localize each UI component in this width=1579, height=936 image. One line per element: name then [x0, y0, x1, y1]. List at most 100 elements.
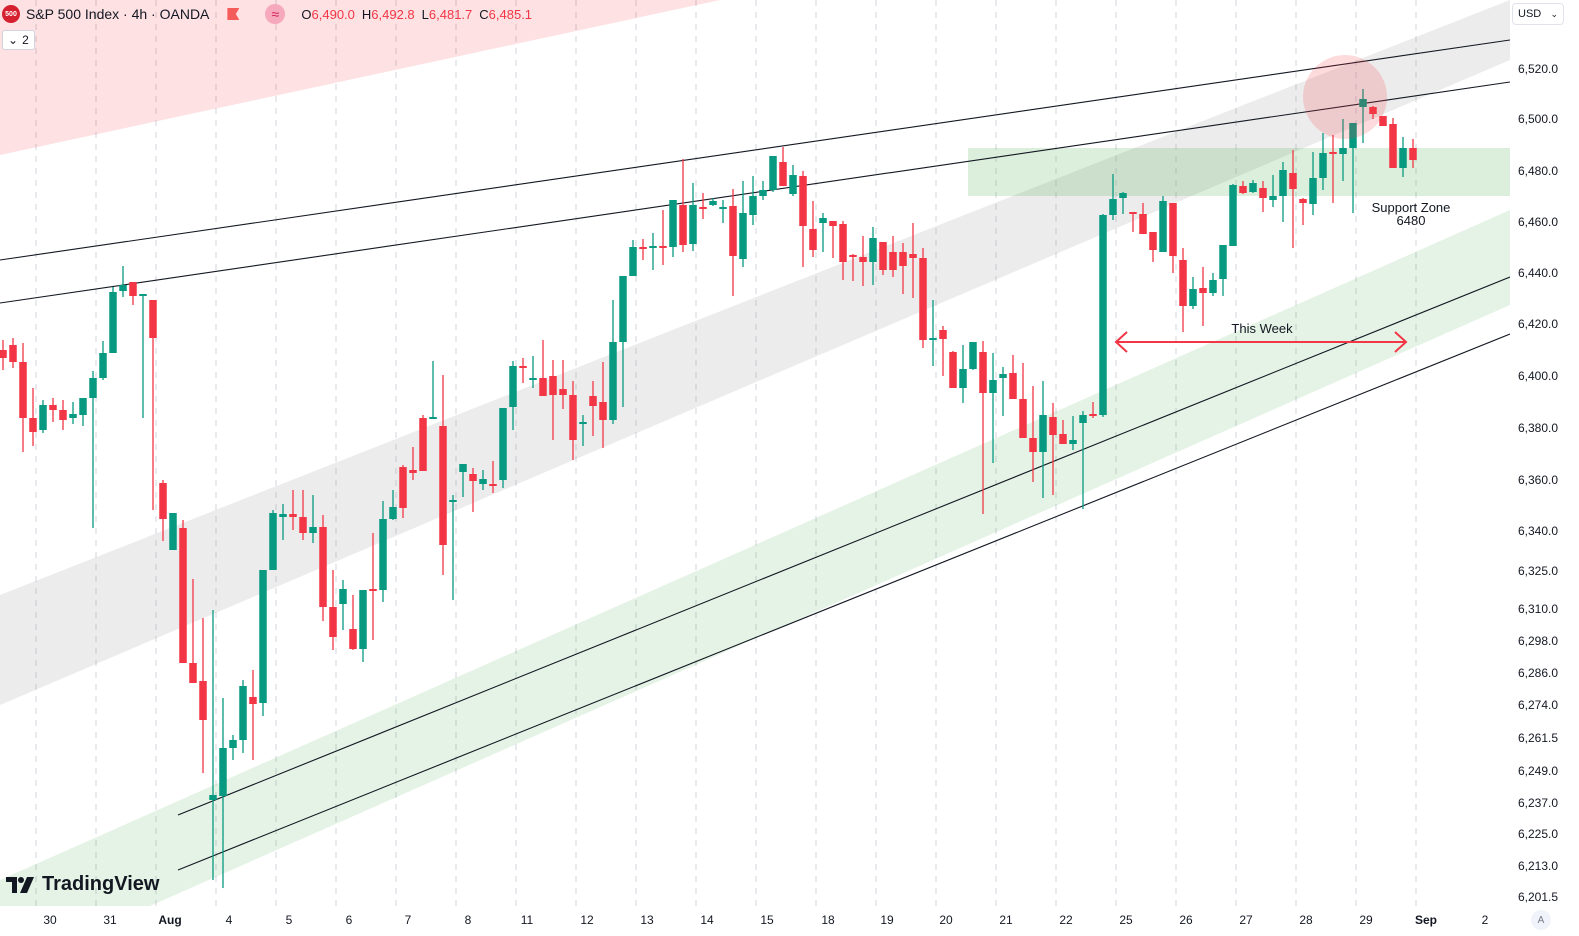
time-axis[interactable]: 30 31 Aug 4 5 6 7 8 11 12 13 14 15 18 19 20 21 22 25 26 27 28…	[0, 906, 1579, 936]
bullish-candle	[169, 513, 177, 550]
bullish-candle	[209, 795, 217, 800]
price-tick: 6,274.0	[1518, 698, 1559, 712]
bullish-candle	[359, 590, 367, 649]
bearish-candle	[1049, 417, 1057, 435]
bearish-candle	[159, 483, 167, 519]
bullish-candle	[119, 285, 127, 291]
bullish-candle	[379, 519, 387, 590]
bullish-candle	[689, 205, 697, 244]
bullish-candle	[1359, 99, 1367, 107]
approx-icon[interactable]: ≈	[265, 4, 286, 24]
bearish-candle	[589, 396, 597, 406]
bearish-candle	[369, 589, 377, 591]
price-tick: 6,201.5	[1518, 890, 1559, 904]
symbol-logo-icon: 500	[2, 5, 20, 23]
time-tick: 25	[1119, 913, 1133, 927]
bearish-candle	[349, 629, 357, 649]
open-value: 6,490.0	[311, 6, 355, 22]
time-tick: Sep	[1414, 913, 1438, 927]
bearish-candle	[949, 352, 957, 388]
bearish-candle	[549, 376, 557, 395]
tradingview-logo: TradingView	[6, 873, 159, 896]
red-channel-band	[0, 0, 720, 322]
bullish-candle	[929, 338, 937, 340]
bullish-candle	[1099, 215, 1107, 415]
bullish-candle	[1249, 183, 1257, 192]
price-tick: 6,460.0	[1518, 215, 1559, 229]
bearish-candle	[129, 282, 137, 296]
time-tick: 30	[43, 913, 57, 927]
gray-channel-band	[0, 0, 1510, 705]
bullish-candle	[749, 196, 757, 215]
bearish-candle	[1169, 203, 1177, 256]
price-tick: 6,325.0	[1518, 564, 1559, 578]
bearish-candle	[439, 426, 447, 545]
indicators-collapse-button[interactable]: ⌄ 2	[2, 30, 35, 50]
bearish-candle	[409, 470, 417, 473]
bearish-candle	[859, 257, 867, 262]
bullish-candle	[1399, 148, 1407, 168]
support-zone-rect	[968, 148, 1510, 196]
bullish-candle	[1069, 440, 1077, 444]
bearish-candle	[799, 176, 807, 226]
bullish-candle	[619, 276, 627, 342]
bullish-candle	[1349, 123, 1357, 148]
arrow-left-head-icon	[1114, 331, 1128, 353]
price-axis[interactable]: 6,520.0 6,500.0 6,480.0 6,460.0 6,440.0 6,420…	[1510, 0, 1579, 906]
bullish-candle	[759, 190, 767, 196]
bearish-candle	[319, 527, 327, 607]
bearish-candle	[939, 330, 947, 339]
bearish-candle	[879, 242, 887, 270]
bearish-candle	[1059, 434, 1067, 444]
resistance-line-1	[0, 39, 1511, 261]
bearish-candle	[199, 681, 207, 720]
low-value: 6,481.7	[428, 6, 473, 22]
symbol-title[interactable]: S&P 500 Index · 4h · OANDA	[26, 6, 210, 22]
price-tick: 6,225.0	[1518, 827, 1559, 841]
bearish-candle	[489, 484, 497, 486]
price-tick: 6,520.0	[1518, 62, 1559, 76]
time-tick: 11	[520, 913, 534, 927]
bearish-candle	[1149, 232, 1157, 250]
bullish-candle	[709, 201, 717, 205]
bearish-candle	[19, 362, 27, 418]
bullish-candle	[1109, 199, 1117, 215]
bearish-candle	[1259, 188, 1267, 198]
chart-canvas[interactable]	[0, 0, 1511, 906]
bullish-candle	[769, 156, 777, 190]
bearish-candle	[179, 528, 187, 663]
chart-area[interactable]	[0, 0, 1511, 906]
bullish-candle	[499, 408, 507, 480]
bullish-candle	[819, 218, 827, 223]
arrow-right-head-icon	[1394, 331, 1408, 353]
time-tick: 22	[1059, 913, 1073, 927]
rejection-circle	[1303, 55, 1387, 139]
time-tick: 20	[939, 913, 953, 927]
time-tick: 13	[640, 913, 654, 927]
price-tick: 6,213.0	[1518, 859, 1559, 873]
bearish-candle	[729, 206, 737, 256]
bullish-candle	[509, 366, 517, 407]
bullish-candle	[279, 514, 287, 517]
auto-scale-button[interactable]: A	[1531, 910, 1551, 930]
price-tick: 6,237.0	[1518, 796, 1559, 810]
bearish-candle	[829, 221, 837, 226]
bearish-candle	[59, 410, 67, 420]
bearish-candle	[909, 254, 917, 258]
bearish-candle	[639, 247, 647, 249]
bearish-candle	[189, 663, 197, 683]
bearish-candle	[1369, 107, 1377, 114]
bearish-candle	[329, 607, 337, 637]
bullish-candle	[259, 570, 267, 703]
currency-select[interactable]: USD ⌄	[1512, 3, 1564, 25]
bullish-candle	[389, 507, 397, 519]
bearish-candle	[149, 300, 157, 338]
price-tick: 6,420.0	[1518, 317, 1559, 331]
support-zone-label: Support Zone 6480	[1371, 200, 1451, 228]
bullish-candle	[429, 417, 437, 419]
flag-icon[interactable]	[227, 8, 240, 20]
price-tick: 6,340.0	[1518, 524, 1559, 538]
bullish-candle	[479, 479, 487, 484]
chevron-down-icon: ⌄	[1550, 8, 1558, 19]
bearish-candle	[889, 252, 897, 270]
